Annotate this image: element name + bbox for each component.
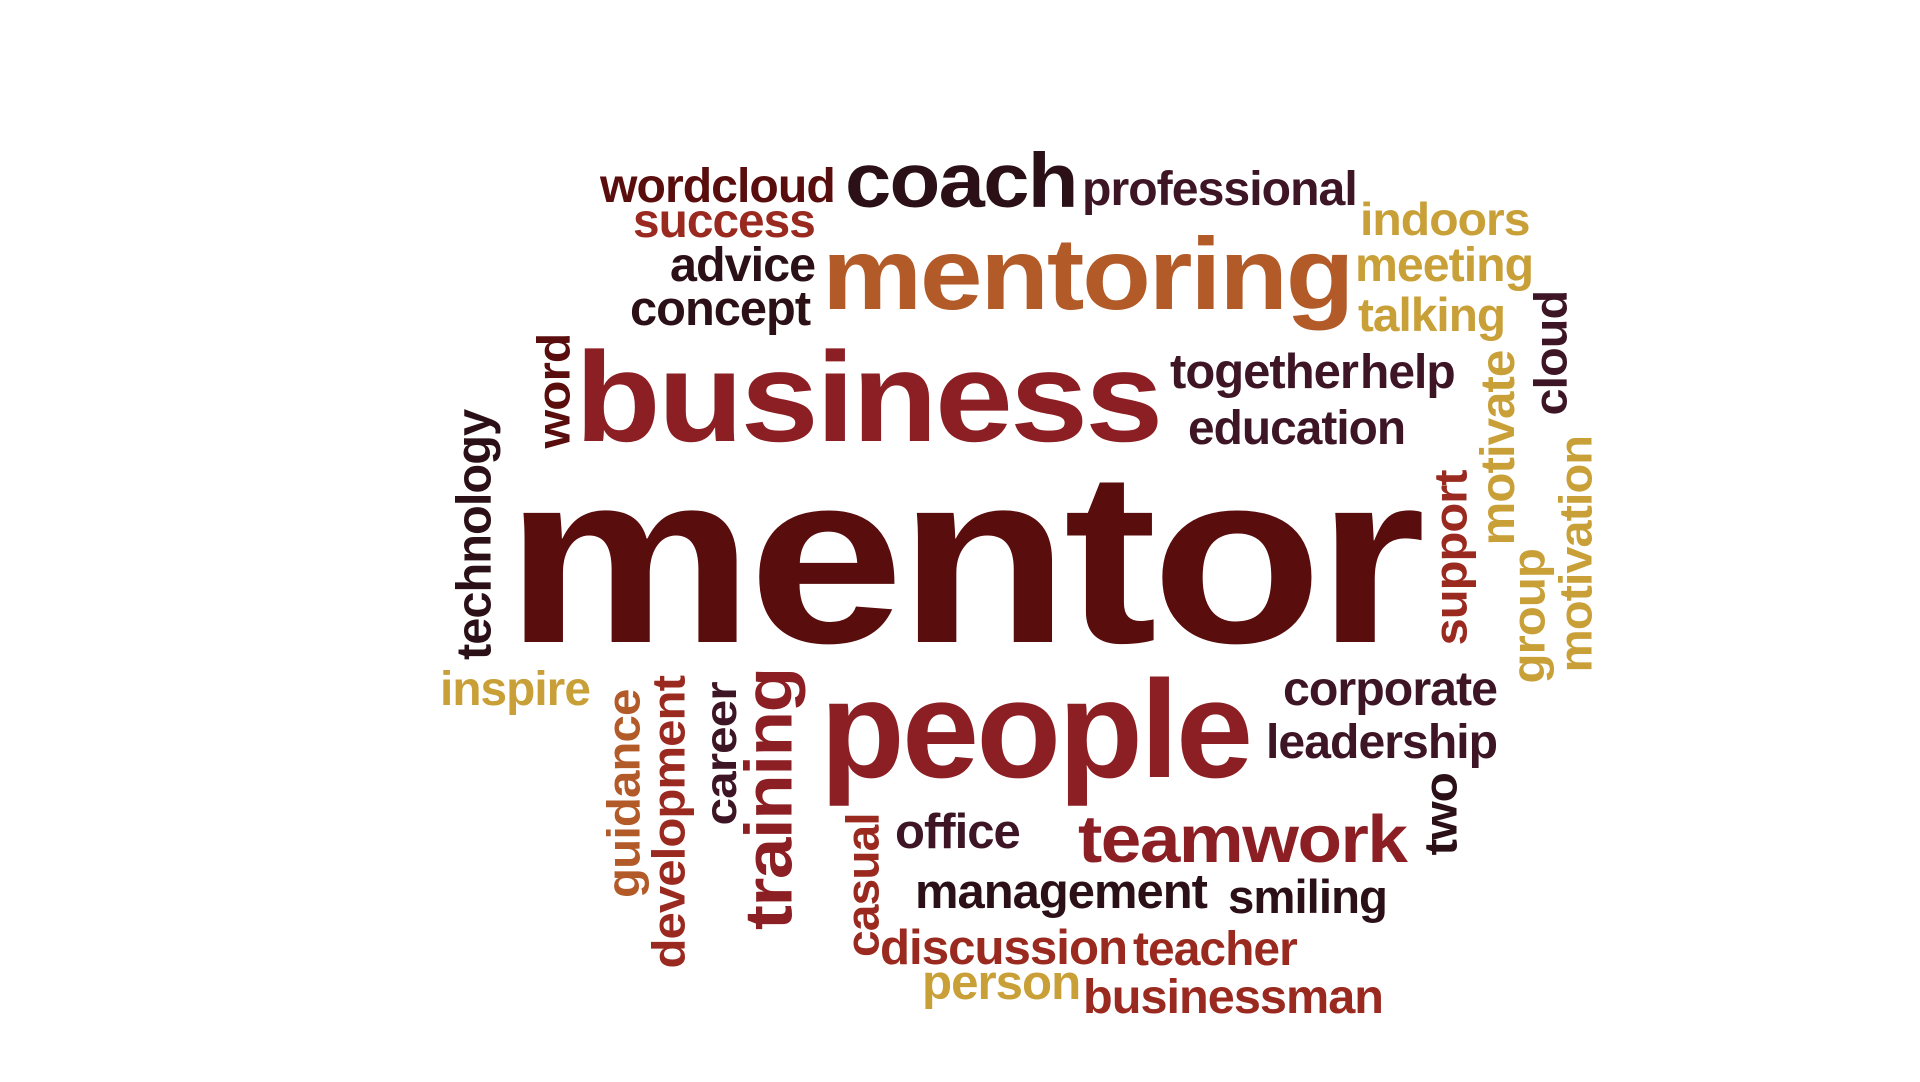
word-guidance: guidance bbox=[597, 689, 650, 898]
word-coach: coach bbox=[845, 139, 1079, 224]
word-career: career bbox=[697, 681, 746, 826]
word-development: development bbox=[642, 675, 695, 969]
word-professional: professional bbox=[1082, 162, 1358, 216]
word-group: group bbox=[1502, 548, 1555, 684]
word-meeting: meeting bbox=[1355, 237, 1534, 292]
word-teamwork: teamwork bbox=[1078, 802, 1408, 877]
word-person: person bbox=[922, 955, 1081, 1010]
word-people: people bbox=[820, 651, 1253, 807]
word-corporate: corporate bbox=[1283, 661, 1498, 716]
word-businessman: businessman bbox=[1083, 970, 1384, 1024]
word-technology: technology bbox=[447, 409, 502, 660]
word-together: together bbox=[1170, 345, 1359, 399]
word-leadership: leadership bbox=[1266, 714, 1498, 769]
word-business: business bbox=[575, 325, 1163, 469]
word-wordcloud: wordcloud bbox=[600, 159, 836, 213]
word-training: training bbox=[732, 668, 807, 931]
word-motivate: motivate bbox=[1471, 350, 1525, 545]
word-two: two bbox=[1414, 772, 1467, 855]
word-motivation: motivation bbox=[1549, 435, 1602, 673]
word-teacher: teacher bbox=[1133, 923, 1298, 976]
word-indoors: indoors bbox=[1360, 192, 1530, 245]
word-help: help bbox=[1360, 345, 1456, 399]
word-management: management bbox=[915, 865, 1208, 919]
word-success: success bbox=[633, 194, 816, 248]
word-mentor: mentor bbox=[505, 421, 1426, 694]
word-education: education bbox=[1188, 401, 1406, 455]
word-smiling: smiling bbox=[1228, 871, 1388, 924]
word-talking: talking bbox=[1358, 288, 1506, 342]
word-mentoring: mentoring bbox=[822, 216, 1355, 331]
word-discussion: discussion bbox=[880, 920, 1128, 975]
word-word: word bbox=[527, 333, 580, 448]
word-advice: advice bbox=[670, 237, 816, 292]
word-support: support bbox=[1424, 469, 1477, 645]
word-office: office bbox=[895, 805, 1021, 859]
word-inspire: inspire bbox=[440, 663, 591, 716]
word-concept: concept bbox=[630, 282, 811, 336]
word-cloud: cloud bbox=[1524, 290, 1577, 416]
